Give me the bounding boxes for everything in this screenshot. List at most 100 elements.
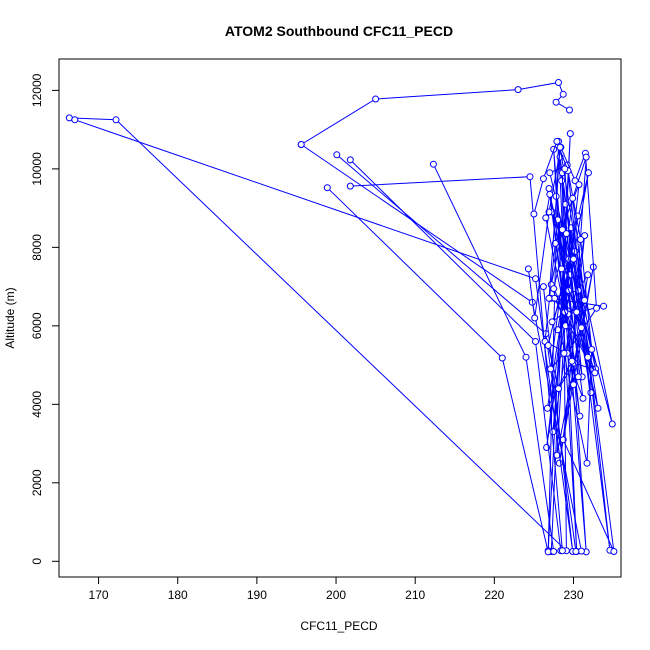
data-point (429, 160, 437, 168)
data-point (584, 271, 592, 279)
data-point (558, 177, 566, 185)
y-tick-label: 10000 (30, 152, 44, 186)
data-point (558, 547, 566, 555)
data-point (558, 265, 566, 273)
data-point (546, 190, 554, 198)
data-point (550, 285, 558, 293)
data-point (514, 86, 522, 94)
data-point (575, 181, 583, 189)
series-line-5 (336, 154, 577, 552)
series-line-7 (326, 187, 549, 553)
data-point (553, 137, 561, 145)
data-point (498, 354, 506, 362)
data-point (346, 156, 354, 164)
data-point (559, 90, 567, 98)
data-point (572, 548, 580, 555)
data-point (548, 318, 556, 326)
data-point (532, 338, 539, 345)
x-tick-label: 190 (247, 588, 267, 602)
y-tick-label: 0 (30, 558, 44, 565)
data-point (346, 182, 354, 190)
data-point (570, 255, 577, 263)
data-point (531, 314, 539, 322)
data-point (543, 404, 551, 412)
series-line-4 (300, 144, 582, 552)
y-tick-label: 6000 (30, 312, 44, 339)
data-point (588, 345, 596, 353)
x-tick-label: 220 (484, 588, 504, 602)
data-point (591, 369, 599, 377)
data-point (573, 308, 581, 316)
data-point (585, 169, 592, 177)
data-point (555, 385, 562, 393)
data-point (566, 106, 573, 114)
x-tick-label: 170 (89, 588, 109, 602)
data-point (323, 184, 331, 192)
data-point (560, 349, 568, 357)
series-line-8 (350, 176, 563, 551)
data-point (544, 342, 552, 349)
data-point (539, 283, 547, 291)
series-line-9 (432, 163, 555, 552)
data-point (532, 275, 539, 283)
series-layer (65, 79, 618, 556)
data-point (545, 185, 553, 192)
data-point (583, 459, 591, 467)
data-point (524, 265, 532, 273)
data-point (522, 353, 530, 361)
x-tick-label: 230 (563, 588, 583, 602)
data-point (579, 394, 587, 402)
data-point (539, 175, 547, 183)
data-point (555, 79, 562, 86)
data-point (530, 210, 538, 218)
y-tick-label: 8000 (30, 234, 44, 261)
data-point (594, 404, 602, 412)
data-point (593, 304, 600, 312)
data-point (333, 151, 341, 159)
data-point (547, 365, 555, 373)
y-tick-label: 12000 (30, 73, 44, 107)
data-point (552, 98, 560, 106)
x-tick-label: 210 (405, 588, 425, 602)
data-point (545, 294, 553, 302)
data-point (562, 230, 570, 238)
data-point (71, 116, 79, 124)
data-point (546, 169, 554, 177)
data-point (577, 236, 585, 243)
y-axis-label: Altitude (m) (3, 287, 17, 348)
data-point (112, 116, 120, 124)
data-point (587, 389, 595, 397)
data-point (582, 153, 590, 161)
data-point (584, 353, 592, 361)
x-tick-label: 200 (326, 588, 346, 602)
data-point (581, 296, 589, 304)
series-line-6 (349, 159, 562, 551)
series-line-1 (69, 117, 567, 552)
data-point (550, 548, 558, 555)
data-point (600, 302, 608, 310)
data-point (549, 428, 557, 436)
series-line-2 (74, 119, 574, 552)
data-point (569, 194, 577, 202)
data-point (566, 130, 574, 138)
data-point (297, 141, 305, 148)
x-axis-label: CFC11_PECD (300, 619, 377, 633)
data-point (542, 214, 550, 222)
y-tick-label: 4000 (30, 391, 44, 418)
data-point (551, 239, 559, 247)
data-point (608, 420, 616, 428)
data-point (574, 373, 582, 381)
y-axis: 0 2000 4000 6000 8000 10000 12000 (30, 73, 60, 565)
series-line-3 (300, 81, 570, 145)
data-point (556, 143, 564, 151)
data-point (568, 357, 576, 365)
data-point (372, 95, 380, 103)
x-tick-label: 180 (168, 588, 188, 602)
data-point (610, 548, 618, 555)
chart-title: ATOM2 Southbound CFC11_PECD (225, 23, 453, 39)
y-tick-label: 2000 (30, 469, 44, 496)
data-point (561, 165, 569, 173)
data-point (577, 324, 585, 332)
x-axis: 170 180 190 200 210 220 230 (89, 576, 584, 602)
